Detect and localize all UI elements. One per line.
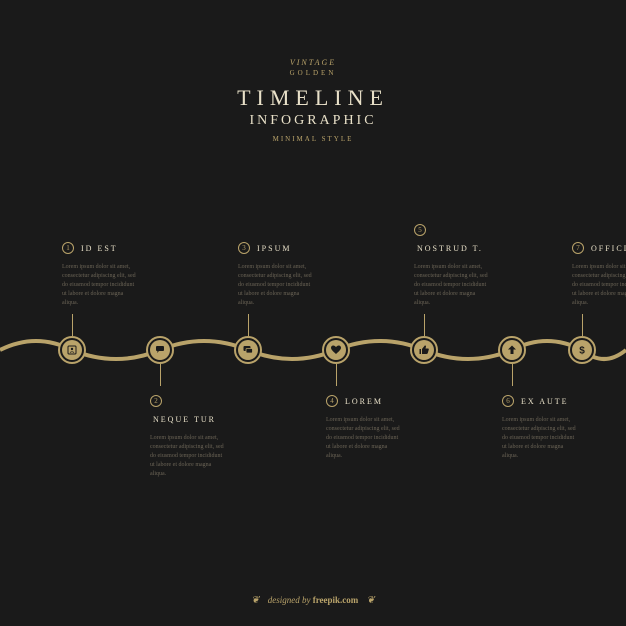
block-title: LOREM bbox=[345, 397, 383, 406]
block-title: OFFICIA bbox=[591, 244, 626, 253]
connector-line bbox=[582, 314, 583, 336]
block-body: Lorem ipsum dolor sit amet, consectetur … bbox=[150, 434, 228, 479]
timeline-node bbox=[498, 336, 526, 364]
chat-icon bbox=[238, 340, 258, 360]
flourish-right-icon: ❦ bbox=[367, 595, 375, 606]
footer-brand: freepik.com bbox=[313, 595, 359, 605]
block-body: Lorem ipsum dolor sit amet, consectetur … bbox=[502, 416, 580, 461]
connector-line bbox=[160, 364, 161, 386]
dollar-icon bbox=[572, 340, 592, 360]
block-number: 1 bbox=[62, 242, 74, 254]
connector-line bbox=[336, 364, 337, 386]
block-title: ID EST bbox=[81, 244, 118, 253]
timeline-block: 3 IPSUM Lorem ipsum dolor sit amet, cons… bbox=[238, 239, 316, 308]
block-title: IPSUM bbox=[257, 244, 291, 253]
flourish-left-icon: ❦ bbox=[251, 595, 259, 606]
block-number: 2 bbox=[150, 395, 162, 407]
timeline-node bbox=[234, 336, 262, 364]
arrow-icon bbox=[502, 340, 522, 360]
block-title: NOSTRUD T. bbox=[417, 244, 483, 253]
block-number: 7 bbox=[572, 242, 584, 254]
wave-path bbox=[0, 341, 626, 359]
timeline-node bbox=[322, 336, 350, 364]
block-number: 3 bbox=[238, 242, 250, 254]
speech-icon bbox=[150, 340, 170, 360]
heart-icon bbox=[326, 340, 346, 360]
connector-line bbox=[512, 364, 513, 386]
timeline-node bbox=[568, 336, 596, 364]
timeline-block: 4 LOREM Lorem ipsum dolor sit amet, cons… bbox=[326, 392, 404, 461]
timeline-node bbox=[410, 336, 438, 364]
wave-svg bbox=[0, 0, 626, 626]
timeline-block: 6 EX AUTE Lorem ipsum dolor sit amet, co… bbox=[502, 392, 580, 461]
footer-prefix: designed by bbox=[268, 595, 311, 605]
block-body: Lorem ipsum dolor sit amet, consectetur … bbox=[326, 416, 404, 461]
timeline-block: 2 NEQUE TUR Lorem ipsum dolor sit amet, … bbox=[150, 392, 228, 479]
block-body: Lorem ipsum dolor sit amet, consectetur … bbox=[238, 263, 316, 308]
timeline-node bbox=[146, 336, 174, 364]
footer: ❦ designed by freepik.com ❦ bbox=[0, 595, 626, 606]
block-body: Lorem ipsum dolor sit amet, consectetur … bbox=[572, 263, 626, 308]
block-body: Lorem ipsum dolor sit amet, consectetur … bbox=[62, 263, 140, 308]
timeline-block: 1 ID EST Lorem ipsum dolor sit amet, con… bbox=[62, 239, 140, 308]
block-title: EX AUTE bbox=[521, 397, 569, 406]
person-icon bbox=[62, 340, 82, 360]
block-title: NEQUE TUR bbox=[153, 415, 216, 424]
block-body: Lorem ipsum dolor sit amet, consectetur … bbox=[414, 263, 492, 308]
block-number: 5 bbox=[414, 224, 426, 236]
thumbs-icon bbox=[414, 340, 434, 360]
timeline-block: 5 NOSTRUD T. Lorem ipsum dolor sit amet,… bbox=[414, 221, 492, 308]
block-number: 4 bbox=[326, 395, 338, 407]
block-number: 6 bbox=[502, 395, 514, 407]
connector-line bbox=[72, 314, 73, 336]
connector-line bbox=[424, 314, 425, 336]
connector-line bbox=[248, 314, 249, 336]
timeline: 1 ID EST Lorem ipsum dolor sit amet, con… bbox=[0, 0, 626, 626]
timeline-block: 7 OFFICIA Lorem ipsum dolor sit amet, co… bbox=[572, 239, 626, 308]
timeline-node bbox=[58, 336, 86, 364]
